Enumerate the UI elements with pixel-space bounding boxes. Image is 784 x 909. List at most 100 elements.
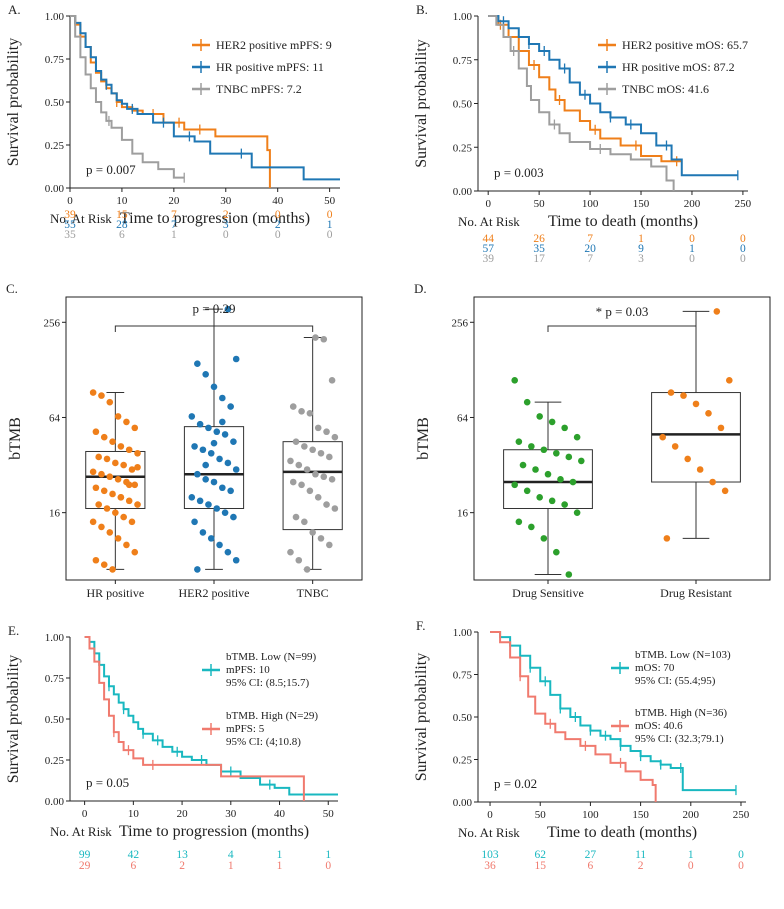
x-axis-label: Time to death (months) xyxy=(547,824,697,841)
risk-count: 26 xyxy=(533,233,545,245)
data-point xyxy=(109,438,116,445)
data-point xyxy=(207,535,215,542)
risk-count: 0 xyxy=(223,229,229,241)
risk-count: 0 xyxy=(689,253,695,265)
risk-count: 15 xyxy=(116,209,128,221)
y-axis-label: Survival probability xyxy=(413,653,430,781)
y-tick-label: 256 xyxy=(44,317,61,329)
km-panel-5: F.0.000.250.500.751.000 50 100 150 200 250Sur… xyxy=(413,618,750,872)
data-point xyxy=(295,461,303,469)
risk-count: 2 xyxy=(179,860,185,872)
y-tick-label: 1.00 xyxy=(453,11,473,23)
data-point xyxy=(202,476,209,483)
legend-label: HER2 positive mOS: 65.7 xyxy=(622,38,748,52)
risk-count: 1 xyxy=(327,219,333,231)
y-axis-label: Survival probability xyxy=(5,655,22,783)
data-point xyxy=(553,548,560,556)
data-point xyxy=(210,439,218,447)
risk-count: 1 xyxy=(325,849,331,861)
data-point xyxy=(557,476,564,483)
data-point xyxy=(511,481,518,489)
p-value: p = 0.003 xyxy=(494,165,544,180)
data-point xyxy=(109,490,116,498)
p-value: p = 0.05 xyxy=(86,775,129,790)
risk-count: 11 xyxy=(635,849,646,861)
data-point xyxy=(125,497,133,505)
x-tick-label: 0 xyxy=(67,195,73,207)
risk-count: 20 xyxy=(584,243,596,255)
data-point xyxy=(301,518,308,526)
data-point xyxy=(106,473,114,481)
data-point xyxy=(561,424,568,432)
data-point xyxy=(536,494,543,501)
p-value: p = 0.007 xyxy=(86,162,136,177)
data-point xyxy=(92,556,100,564)
risk-count: 0 xyxy=(327,229,333,241)
data-point xyxy=(103,505,111,512)
data-point xyxy=(216,455,223,463)
risk-count: 7 xyxy=(587,233,593,245)
legend-line: bTMB. Low (N=103) xyxy=(635,649,731,661)
risk-count: 6 xyxy=(130,860,136,872)
data-point xyxy=(312,334,319,341)
x-tick-label: 100 xyxy=(582,198,599,210)
risk-count: 1 xyxy=(277,849,283,861)
x-tick-label: 50 xyxy=(534,198,546,210)
risk-count: 13 xyxy=(176,849,188,861)
box-body xyxy=(282,441,343,531)
y-tick-label: 0.25 xyxy=(45,140,65,152)
data-point xyxy=(227,487,234,495)
data-point xyxy=(120,513,127,521)
y-tick-label: 16 xyxy=(49,508,61,520)
data-point xyxy=(196,497,204,505)
risk-count: 7 xyxy=(171,209,177,221)
km-curve-1 xyxy=(490,631,657,802)
legend-line: bTMB. High (N=29) xyxy=(226,710,318,722)
data-point xyxy=(289,403,297,410)
data-point xyxy=(92,428,100,436)
data-point xyxy=(123,541,130,549)
risk-count: 103 xyxy=(481,849,499,861)
y-tick-label: 0.00 xyxy=(453,797,473,809)
data-point xyxy=(219,394,226,402)
risk-count: 39 xyxy=(482,253,494,265)
panel-label: B. xyxy=(416,2,428,17)
y-tick-label: 1.00 xyxy=(45,11,65,23)
y-tick-label: 0.25 xyxy=(453,142,473,154)
data-point xyxy=(125,481,133,489)
x-tick-label: 50 xyxy=(323,808,335,820)
x-category-label: HER2 positive xyxy=(179,586,250,600)
data-point xyxy=(326,453,333,461)
data-point xyxy=(292,513,300,521)
data-point xyxy=(199,529,207,536)
data-point xyxy=(565,453,573,461)
risk-count: 0 xyxy=(689,233,695,245)
km-curve-1 xyxy=(84,636,305,801)
y-tick-label: 0.75 xyxy=(453,55,473,67)
x-tick-label: 40 xyxy=(272,195,284,207)
y-tick-label: 0.00 xyxy=(45,183,65,195)
data-point xyxy=(205,501,212,508)
data-point xyxy=(131,481,139,489)
data-point xyxy=(536,413,543,420)
legend-line: bTMB. High (N=36) xyxy=(635,707,727,719)
data-point xyxy=(312,470,319,478)
risk-count: 35 xyxy=(64,229,76,241)
data-point xyxy=(301,443,308,450)
data-point xyxy=(328,376,336,384)
risk-count: 0 xyxy=(740,243,746,255)
risk-count: 2 xyxy=(638,860,644,872)
x-axis-label: Time to progression (months) xyxy=(120,210,310,227)
risk-count: 42 xyxy=(128,849,140,861)
data-point xyxy=(717,424,725,432)
data-point xyxy=(671,443,679,450)
data-point xyxy=(667,389,675,396)
risk-count: 0 xyxy=(327,209,333,221)
y-tick-label: 64 xyxy=(457,412,469,424)
data-point xyxy=(230,513,237,521)
data-point xyxy=(219,418,226,426)
data-point xyxy=(298,408,305,415)
x-tick-label: 40 xyxy=(274,808,286,820)
legend-label: TNBC mPFS: 7.2 xyxy=(216,82,302,96)
